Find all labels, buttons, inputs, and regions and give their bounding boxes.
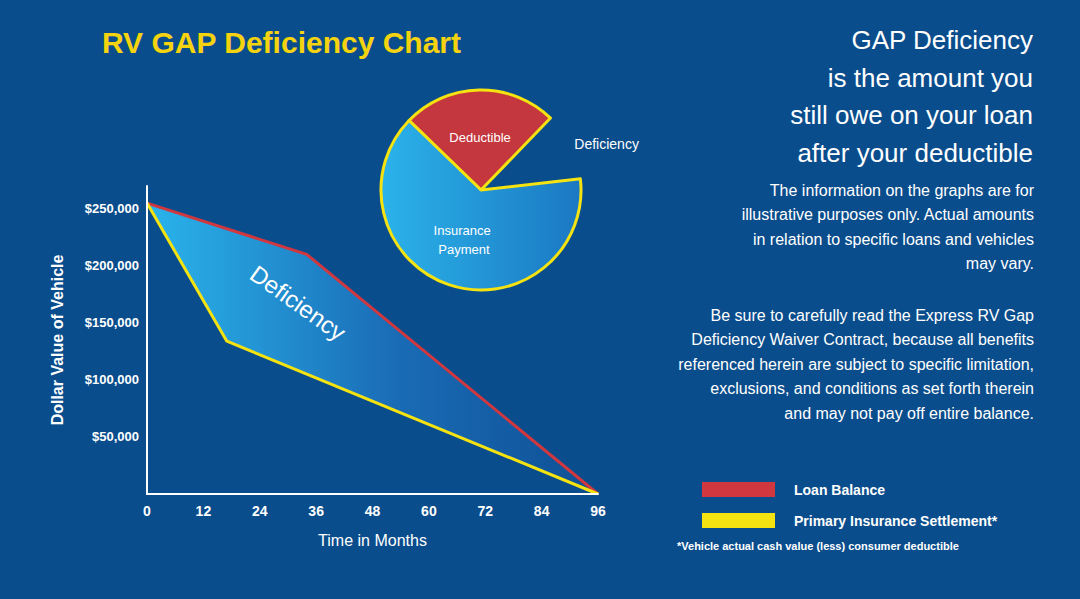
svg-text:72: 72 (477, 503, 493, 519)
svg-text:referenced herein are subject: referenced herein are subject to specifi… (678, 356, 1034, 373)
svg-text:Deficiency Waiver Contract, be: Deficiency Waiver Contract, because all … (691, 331, 1034, 348)
svg-text:in relation to specific loans: in relation to specific loans and vehicl… (753, 231, 1034, 248)
svg-text:Dollar Value of Vehicle: Dollar Value of Vehicle (49, 255, 66, 426)
svg-text:Time in Months: Time in Months (318, 532, 427, 549)
svg-text:Primary Insurance Settlement*: Primary Insurance Settlement* (794, 513, 998, 529)
svg-text:is the amount you: is the amount you (828, 63, 1033, 93)
svg-text:$250,000: $250,000 (85, 201, 139, 216)
svg-text:60: 60 (421, 503, 437, 519)
svg-text:after your deductible: after your deductible (797, 138, 1033, 168)
svg-text:24: 24 (252, 503, 268, 519)
svg-text:The information on the graphs: The information on the graphs are for (770, 182, 1035, 199)
svg-text:illustrative purposes only. Ac: illustrative purposes only. Actual amoun… (742, 206, 1034, 223)
svg-text:84: 84 (534, 503, 550, 519)
svg-text:Loan Balance: Loan Balance (794, 482, 885, 498)
svg-text:Deficiency: Deficiency (245, 260, 351, 346)
svg-text:96: 96 (590, 503, 606, 519)
svg-text:12: 12 (196, 503, 212, 519)
svg-text:$150,000: $150,000 (85, 315, 139, 330)
svg-text:still owe on your loan: still owe on your loan (790, 100, 1033, 130)
svg-text:Deficiency: Deficiency (574, 136, 639, 152)
svg-text:Be sure to carefully read the: Be sure to carefully read the Express RV… (711, 307, 1035, 324)
svg-text:$200,000: $200,000 (85, 258, 139, 273)
svg-text:*Vehicle actual cash value (le: *Vehicle actual cash value (less) consum… (677, 540, 959, 552)
svg-text:Payment: Payment (438, 242, 490, 257)
svg-text:$100,000: $100,000 (85, 372, 139, 387)
svg-text:RV GAP Deficiency Chart: RV GAP Deficiency Chart (102, 26, 461, 59)
svg-text:exclusions, and conditions as: exclusions, and conditions as set forth … (710, 380, 1034, 397)
svg-text:36: 36 (308, 503, 324, 519)
svg-text:Insurance: Insurance (434, 223, 495, 238)
svg-text:$50,000: $50,000 (92, 429, 139, 444)
svg-text:48: 48 (365, 503, 381, 519)
svg-text:Deductible: Deductible (449, 130, 510, 145)
svg-text:GAP Deficiency: GAP Deficiency (851, 25, 1033, 55)
svg-text:and may not pay off entire bal: and may not pay off entire balance. (784, 405, 1034, 422)
svg-text:0: 0 (143, 503, 151, 519)
svg-text:may vary.: may vary. (966, 255, 1034, 272)
